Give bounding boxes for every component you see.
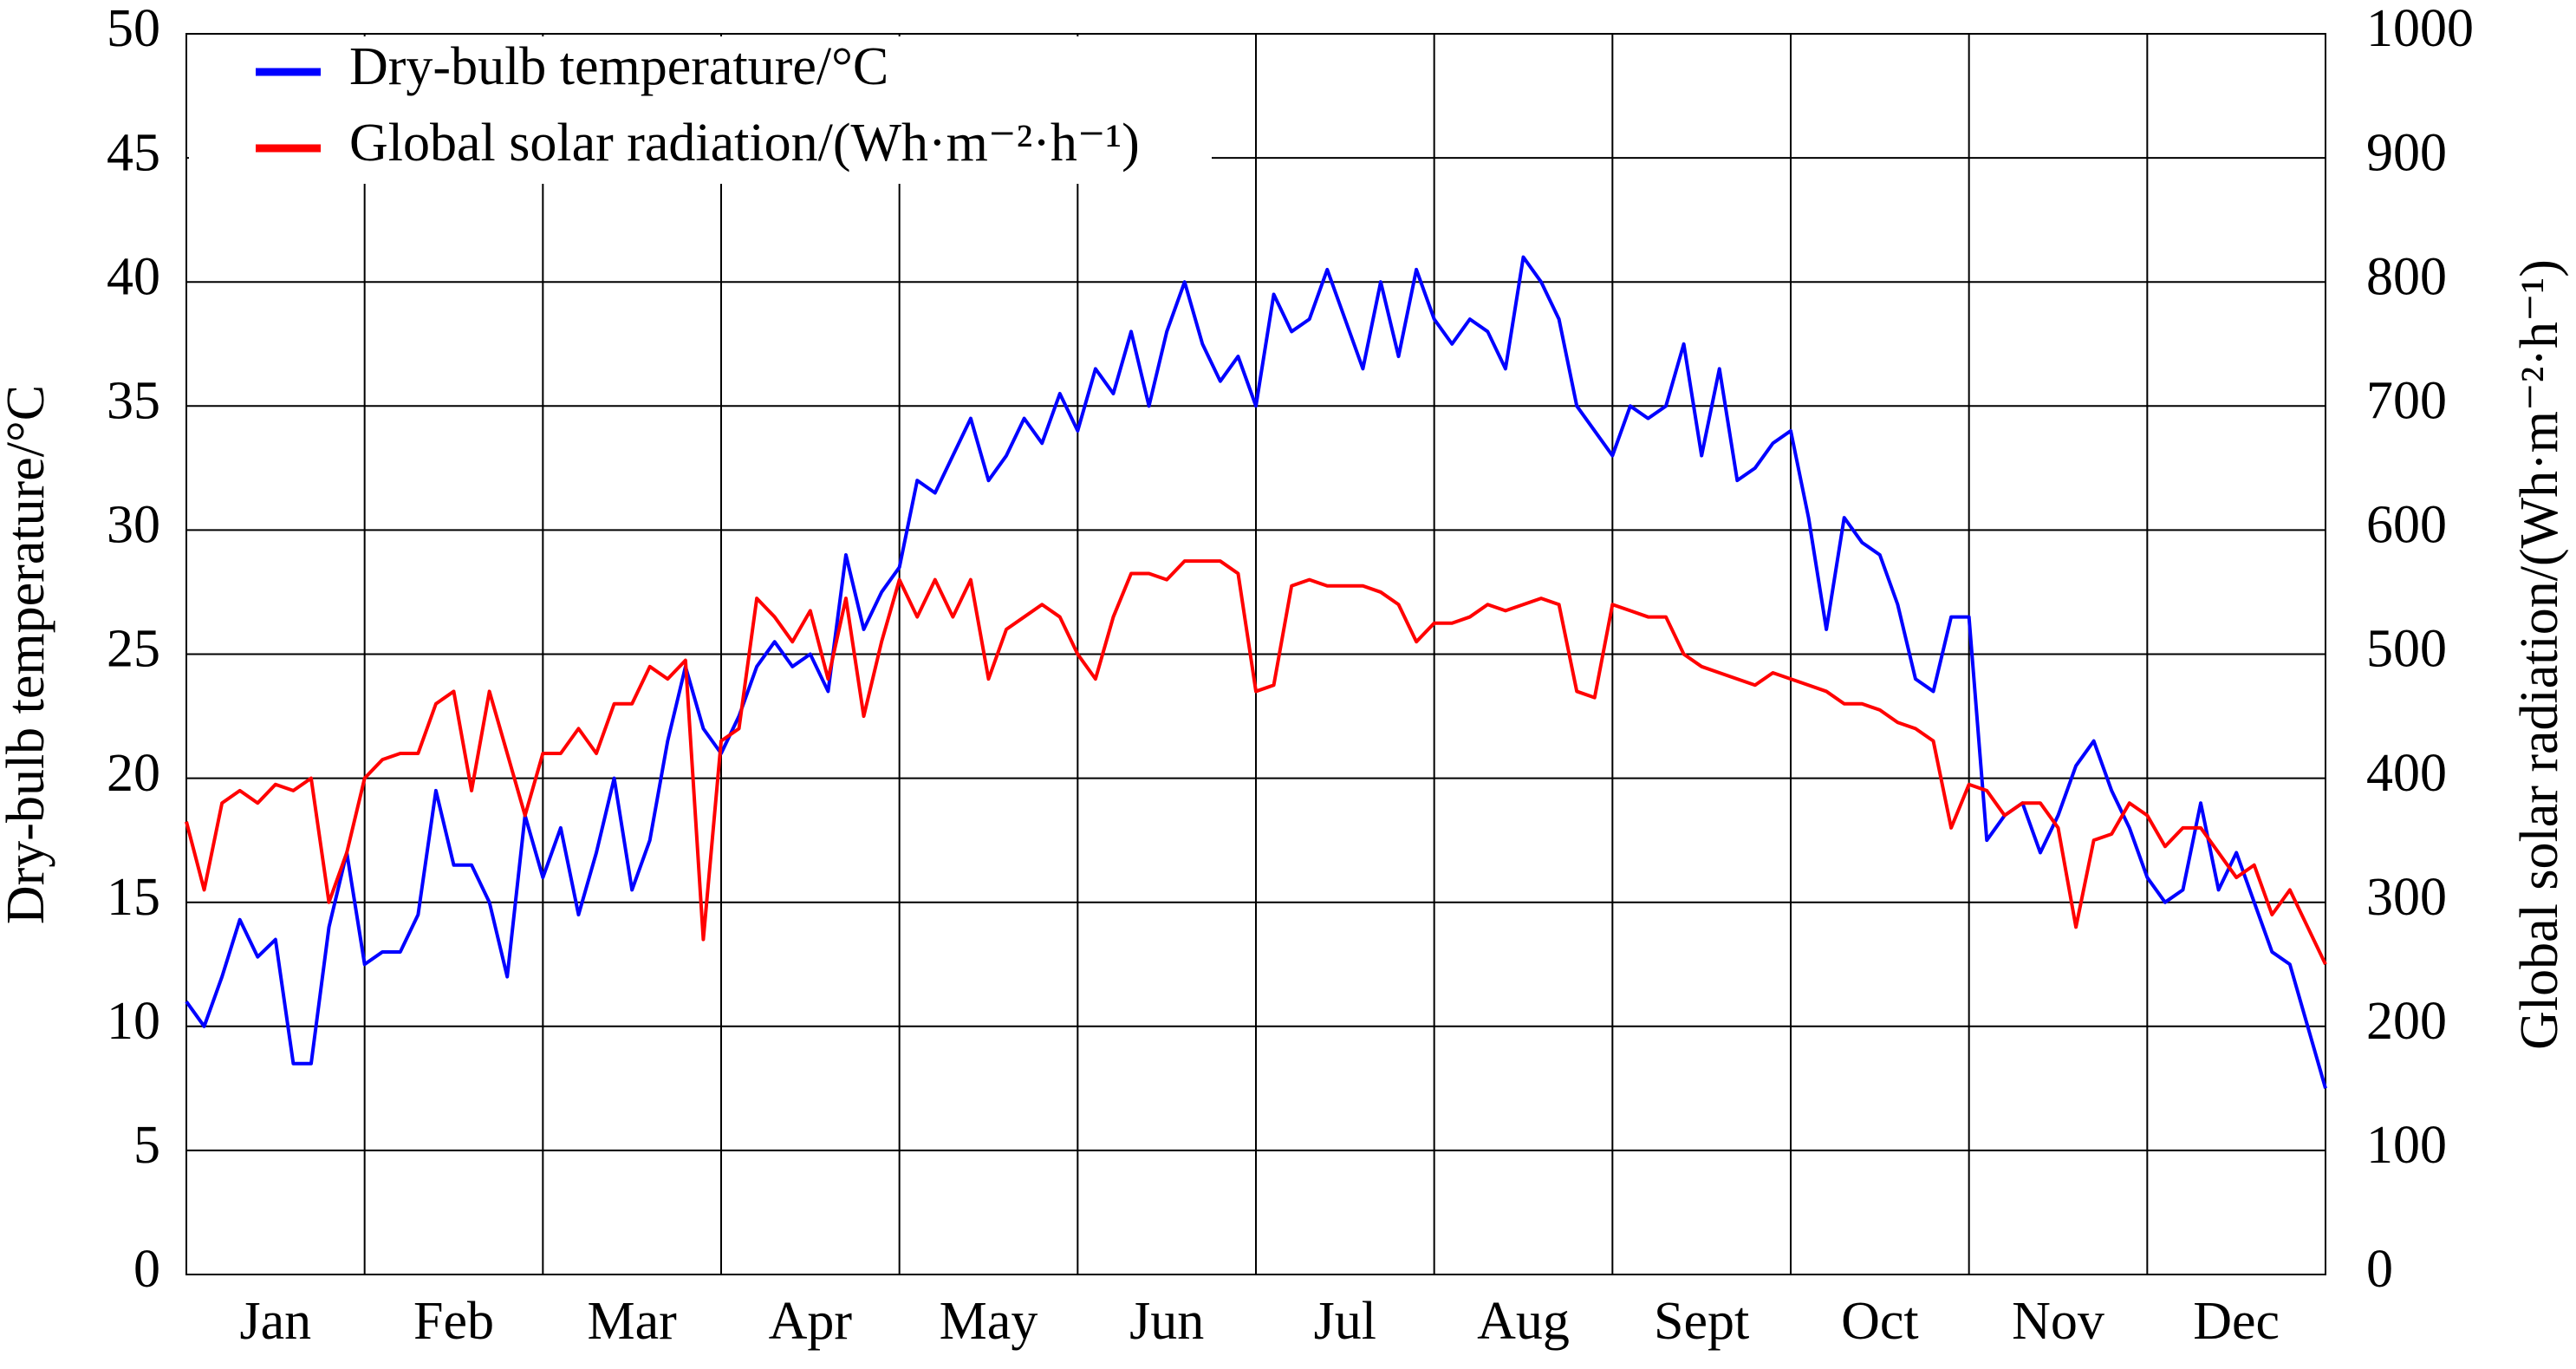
x-tick-label: Jun: [1129, 1292, 1204, 1351]
y-tick-label: 25: [107, 620, 160, 679]
y2-tick-label: 1000: [2366, 0, 2474, 58]
y-tick-label: 40: [107, 247, 160, 306]
x-tick-label: Jul: [1314, 1292, 1376, 1351]
x-tick-label: Aug: [1477, 1292, 1570, 1351]
data-line: [185, 255, 2327, 1089]
y2-tick-label: 800: [2366, 247, 2447, 306]
y-tick-label: 15: [107, 868, 160, 927]
plot-frame: [185, 33, 2326, 1275]
y2-tick-label: 400: [2366, 744, 2447, 803]
x-tick-label: Nov: [2012, 1292, 2104, 1351]
y2-tick-label: 600: [2366, 496, 2447, 555]
y2-tick-label: 0: [2366, 1240, 2393, 1299]
data-line: [185, 559, 2327, 966]
y2-tick-label: 200: [2366, 992, 2447, 1051]
y2-tick-label: 300: [2366, 868, 2447, 927]
x-tick-label: Jan: [240, 1292, 312, 1351]
y-tick-label: 5: [133, 1116, 160, 1175]
x-tick-label: Sept: [1654, 1292, 1749, 1351]
x-tick-label: Feb: [413, 1292, 494, 1351]
y-tick-label: 0: [133, 1240, 160, 1299]
y-tick-label: 50: [107, 0, 160, 58]
x-tick-label: Dec: [2193, 1292, 2280, 1351]
y-tick-label: 10: [107, 992, 160, 1051]
y-axis-label: Dry-bulb temperature/°C: [0, 385, 55, 924]
y2-axis-label: Global solar radiation/(Wh·m⁻²·h⁻¹): [2510, 259, 2569, 1050]
x-tick-label: Mar: [588, 1292, 678, 1351]
x-tick-label: May: [940, 1292, 1038, 1351]
legend-label: Dry-bulb temperature/°C: [349, 37, 888, 96]
y2-tick-label: 100: [2366, 1116, 2447, 1175]
y-tick-label: 20: [107, 744, 160, 803]
x-tick-label: Apr: [769, 1292, 853, 1351]
legend-box: [189, 36, 1212, 184]
y-tick-label: 45: [107, 123, 160, 182]
x-tick-label: Oct: [1841, 1292, 1919, 1351]
y2-tick-label: 900: [2366, 123, 2447, 182]
y2-tick-label: 500: [2366, 620, 2447, 679]
y2-tick-label: 700: [2366, 372, 2447, 431]
legend-label: Global solar radiation/(Wh·m⁻²·h⁻¹): [349, 114, 1140, 173]
y-tick-label: 35: [107, 372, 160, 431]
y-tick-label: 30: [107, 496, 160, 555]
